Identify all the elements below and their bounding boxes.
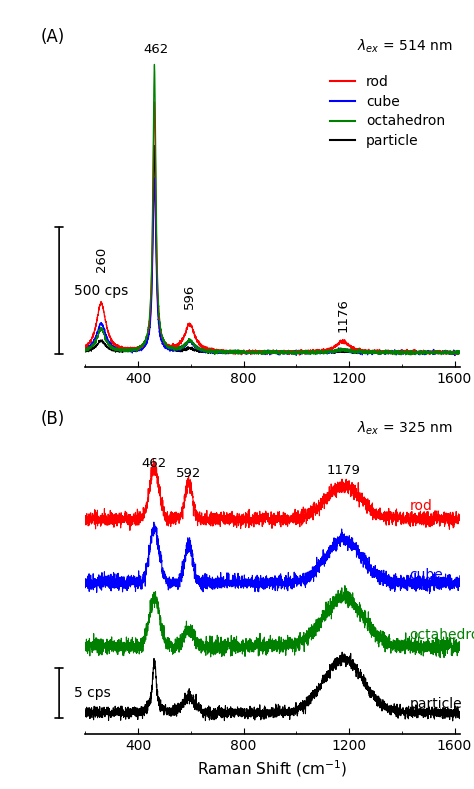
Text: octahedron: octahedron: [410, 628, 474, 642]
Text: cube: cube: [410, 567, 443, 581]
Text: $\lambda_{ex}$ = 325 nm: $\lambda_{ex}$ = 325 nm: [357, 420, 452, 437]
Text: 1179: 1179: [327, 465, 360, 477]
Legend: rod, cube, octahedron, particle: rod, cube, octahedron, particle: [330, 75, 446, 148]
Text: 462: 462: [143, 43, 168, 56]
Text: 260: 260: [95, 247, 108, 272]
Text: $\lambda_{ex}$ = 514 nm: $\lambda_{ex}$ = 514 nm: [357, 38, 452, 55]
X-axis label: Raman Shift (cm$^{-1}$): Raman Shift (cm$^{-1}$): [197, 758, 348, 779]
Text: 462: 462: [142, 458, 167, 470]
Text: 1176: 1176: [336, 298, 349, 332]
Text: 5 cps: 5 cps: [74, 686, 111, 700]
Text: 592: 592: [176, 468, 201, 481]
Text: 596: 596: [183, 284, 196, 309]
Text: (A): (A): [40, 28, 64, 46]
Text: 500 cps: 500 cps: [74, 283, 128, 297]
Text: particle: particle: [410, 697, 462, 711]
Text: rod: rod: [410, 499, 433, 513]
Text: (B): (B): [40, 410, 64, 428]
